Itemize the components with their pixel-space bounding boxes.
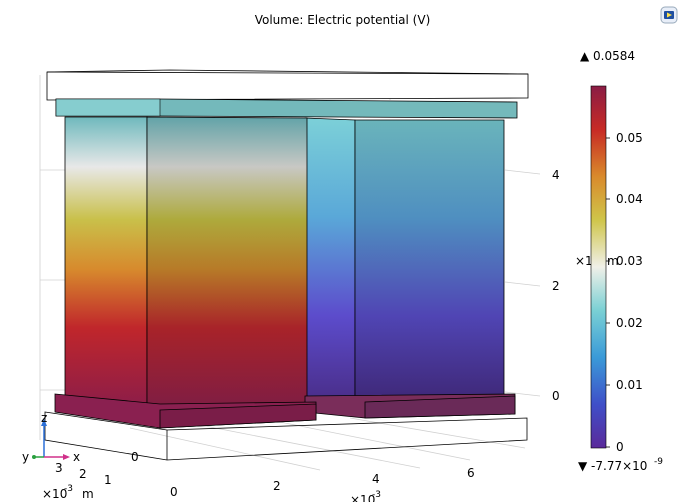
right-tick-4: 4 [552,168,560,182]
right-axis-unit: m [607,254,619,268]
color-legend: ▲ 0.0584 0.05 0.04 0.03 0.02 0.01 0 ▼ -7… [578,49,663,473]
legend-tick-0.02: 0.02 [616,316,643,330]
depth-tick-1: 1 [104,473,112,487]
depth-axis-scale: ×10 [42,487,67,501]
depth-tick-3: 3 [55,461,63,475]
bottom-axis-scale: ×10 [350,493,375,502]
triad-y-label: y [22,450,29,464]
legend-tick-0.01: 0.01 [616,378,643,392]
triad-z-label: z [41,411,47,425]
right-tick-0: 0 [552,389,560,403]
bottom-tick-6: 6 [467,466,475,480]
bottom-plates [54,393,516,429]
legend-tick-0.03: 0.03 [616,254,643,268]
depth-axis-scale-exp: -3 [64,484,73,494]
bottom-axis-scale-exp: -3 [372,490,381,500]
bottom-tick-0: 0 [170,485,178,499]
left-block [64,116,308,411]
legend-max: ▲ 0.0584 [580,49,635,63]
plot-title: Volume: Electric potential (V) [254,13,431,27]
legend-tick-0.04: 0.04 [616,192,643,206]
colorbar [590,85,607,449]
legend-min-exp: -9 [654,457,663,467]
axis-triad: z x y [22,411,80,464]
legend-tick-0.05: 0.05 [616,131,643,145]
bottom-tick-2: 2 [273,479,281,493]
bottom-tick-4: 4 [372,472,380,486]
camera-view-icon[interactable] [660,6,678,24]
depth-tick-0: 0 [131,450,139,464]
grid-lines [39,72,541,471]
triad-x-label: x [73,450,80,464]
legend-tick-0: 0 [616,440,624,454]
legend-min: ▼ -7.77×10 [578,459,647,473]
base-outline [44,411,528,461]
top-plate [46,69,529,101]
depth-tick-2: 2 [79,467,87,481]
depth-axis-unit: m [82,487,94,501]
right-block [304,117,505,401]
right-tick-2: 2 [552,279,560,293]
